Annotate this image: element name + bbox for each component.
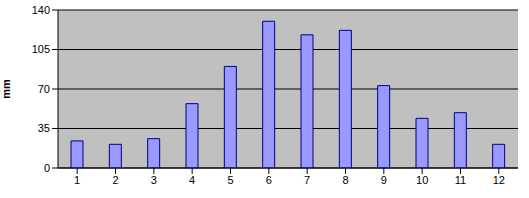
svg-text:5: 5 (227, 174, 233, 186)
svg-text:6: 6 (266, 174, 272, 186)
svg-text:70: 70 (38, 83, 50, 95)
svg-text:10: 10 (416, 174, 428, 186)
svg-text:140: 140 (32, 4, 50, 16)
svg-text:mm: mm (8, 79, 12, 99)
svg-text:9: 9 (381, 174, 387, 186)
svg-text:7: 7 (304, 174, 310, 186)
svg-text:2: 2 (112, 174, 118, 186)
svg-text:105: 105 (32, 43, 50, 55)
svg-text:8: 8 (342, 174, 348, 186)
svg-text:35: 35 (38, 122, 50, 134)
svg-text:0: 0 (44, 162, 50, 174)
svg-text:3: 3 (151, 174, 157, 186)
svg-text:4: 4 (189, 174, 195, 186)
svg-text:12: 12 (493, 174, 505, 186)
svg-text:1: 1 (74, 174, 80, 186)
svg-text:11: 11 (455, 174, 466, 186)
